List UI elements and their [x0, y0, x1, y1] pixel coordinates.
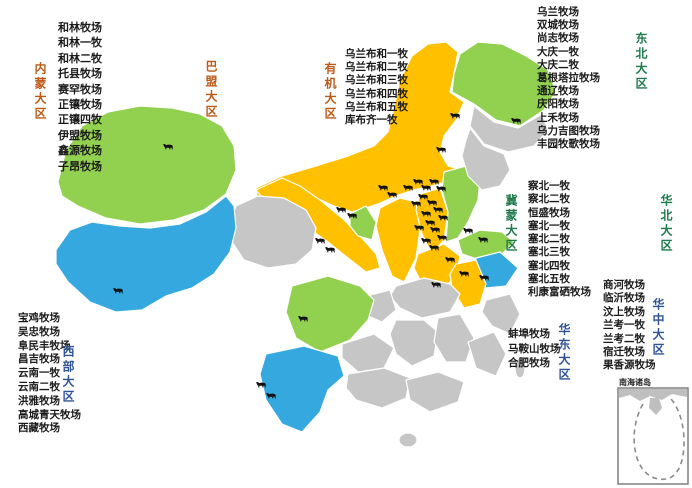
- farm-label: 乌兰布和五牧: [345, 100, 408, 113]
- farm-label: 葛根塔拉牧场: [537, 72, 600, 85]
- province-jilin: [469, 105, 549, 153]
- region-label-bameng: 巴盟大区: [204, 60, 218, 120]
- province-hubei: [389, 277, 461, 319]
- farm-label: 塞北二牧: [528, 233, 570, 246]
- province-layer: [55, 41, 557, 448]
- farm-label: 和林一牧: [58, 36, 102, 50]
- nine-dash-line-icon: [633, 398, 685, 481]
- region-label-jimeng: 冀蒙大区: [504, 194, 518, 254]
- farm-label: 察北二牧: [528, 193, 570, 206]
- farm-label: 高城青天牧场: [18, 408, 81, 421]
- province-ningxia: [349, 205, 377, 241]
- farm-label: 鑫源牧场: [58, 144, 102, 158]
- farm-label: 赛罕牧场: [58, 82, 102, 96]
- farm-label: 大庆一牧: [537, 45, 579, 58]
- farm-label: 恒盛牧场: [528, 206, 570, 219]
- farm-label: 宿迁牧场: [603, 346, 645, 359]
- farm-label: 和林牧场: [58, 21, 102, 34]
- farm-label: 蚌埠牧场: [508, 328, 550, 340]
- province-xinjiang: [57, 105, 237, 225]
- cow-icon: [324, 246, 335, 253]
- province-heilongjiang: [451, 41, 557, 127]
- farm-label: 双城牧场: [537, 19, 579, 32]
- region-label-neimeng: 内蒙大区: [33, 62, 47, 122]
- region-label-huadong: 华东大区: [557, 323, 571, 383]
- farm-label: 塞北五牧: [528, 273, 570, 286]
- farm-label: 洪雅牧场: [18, 394, 60, 407]
- inset-landmass: [619, 389, 687, 401]
- farm-list-dongbei: 乌兰牧场 双城牧场 尚志牧场 大庆一牧 大庆二牧 葛根塔拉牧场 通辽牧场 庆阳牧场 上禾牧场 乌力…: [537, 6, 600, 151]
- farm-label: 上禾牧场: [537, 111, 579, 124]
- farm-label: 托县牧场: [58, 67, 102, 81]
- province-jiangxi: [433, 313, 475, 363]
- farm-label: 子昂牧场: [58, 159, 102, 173]
- farm-label: 利康富硒牧场: [528, 286, 591, 299]
- province-fujian: [467, 331, 507, 377]
- farm-label: 塞北一牧: [528, 219, 570, 232]
- farm-label: 尚志牧场: [537, 32, 579, 45]
- farm-label: 乌兰布和一牧: [345, 48, 408, 60]
- farm-label: 库布齐一牧: [345, 114, 398, 127]
- region-label-huazhong: 华中大区: [651, 298, 665, 358]
- farm-label: 西藏牧场: [18, 422, 60, 435]
- farm-label: 塞北四牧: [528, 259, 570, 272]
- province-hainan: [398, 432, 418, 448]
- province-sichuan: [285, 275, 375, 353]
- farm-label: 通辽牧场: [537, 85, 579, 98]
- farm-label: 商河牧场: [603, 279, 645, 291]
- farm-label: 乌兰牧场: [537, 6, 579, 18]
- farm-label: 和林二牧: [58, 51, 102, 65]
- farm-label: 果香源牧场: [603, 359, 656, 372]
- province-yunnan: [259, 345, 345, 433]
- farm-label: 马鞍山牧场: [508, 342, 561, 355]
- farm-label: 宝鸡牧场: [18, 312, 60, 324]
- farm-list-neimeng: 和林牧场和林一牧 和林二牧托县牧场 赛罕牧场正镶牧场 正镶四牧 伊盟牧场鑫源牧场 子昂牧场: [58, 20, 102, 174]
- farm-label: 昌吉牧场: [18, 353, 60, 366]
- farm-label: 合肥牧场: [508, 357, 550, 369]
- province-guangxi: [345, 367, 411, 409]
- farm-label: 正镶四牧: [58, 113, 102, 127]
- farm-label: 察北一牧: [528, 180, 570, 192]
- farm-label: 汶上牧场: [603, 305, 645, 318]
- province-zhejiang: [481, 293, 521, 335]
- farm-label: 云南二牧: [18, 380, 60, 393]
- farm-label: 云南一牧: [18, 367, 60, 380]
- farm-label: 兰考一牧: [603, 319, 645, 332]
- farm-label: 庆阳牧场: [537, 98, 579, 111]
- province-liaoning: [461, 127, 511, 191]
- farm-list-huadong: 蚌埠牧场马鞍山牧场合肥牧场: [508, 327, 561, 371]
- region-label-xibu: 西部大区: [61, 345, 75, 405]
- farm-label: 乌兰布和三牧: [345, 74, 408, 87]
- inset-caption: 南海诸岛: [619, 378, 651, 387]
- farm-label: 正镶牧场: [58, 98, 102, 112]
- inset-island: [649, 398, 662, 415]
- farm-label: 吴忠牧场: [18, 325, 60, 338]
- farm-label: 阜民丰牧场: [18, 339, 71, 352]
- farm-label: 伊盟牧场: [58, 128, 102, 142]
- farm-list-huazhong: 商河牧场 临沂牧场 汶上牧场 兰考一牧 兰考二牧 宿迁牧场 果香源牧场: [603, 279, 656, 373]
- province-tibet: [55, 195, 237, 313]
- inset-map: [617, 387, 689, 485]
- farm-list-xibu: 宝鸡牧场 吴忠牧场 阜民丰牧场 昌吉牧场 云南一牧 云南二牧 洪雅牧场 高城青天牧场 西藏牧场: [18, 312, 81, 436]
- region-label-dongbei: 东北大区: [634, 32, 648, 92]
- region-label-huabei: 华北大区: [659, 194, 673, 254]
- farm-label: 兰考二牧: [603, 332, 645, 345]
- farm-label: 塞北三牧: [528, 246, 570, 259]
- province-taiwan: [514, 357, 526, 379]
- province-guangdong: [405, 371, 465, 413]
- farm-label: 乌兰布和二牧: [345, 61, 408, 74]
- farm-label: 乌力吉图牧场: [537, 124, 600, 137]
- province-shaanxi: [375, 197, 421, 283]
- farm-label: 丰园牧歌牧场: [537, 138, 600, 151]
- province-hunan: [389, 319, 439, 367]
- farm-label: 乌兰布和四牧: [345, 87, 408, 100]
- region-label-youji: 有机大区: [323, 62, 337, 122]
- farm-label: 大庆二牧: [537, 58, 579, 71]
- farm-list-jimeng: 察北一牧 察北二牧 恒盛牧场 塞北一牧 塞北二牧 塞北三牧 塞北四牧 塞北五牧 利康富硒牧场: [528, 180, 591, 300]
- farm-label: 临沂牧场: [603, 292, 645, 305]
- cow-icon: [462, 227, 473, 234]
- farm-list-youji: 乌兰布和一牧 乌兰布和二牧 乌兰布和三牧 乌兰布和四牧 乌兰布和五牧 库布齐一牧: [345, 48, 408, 127]
